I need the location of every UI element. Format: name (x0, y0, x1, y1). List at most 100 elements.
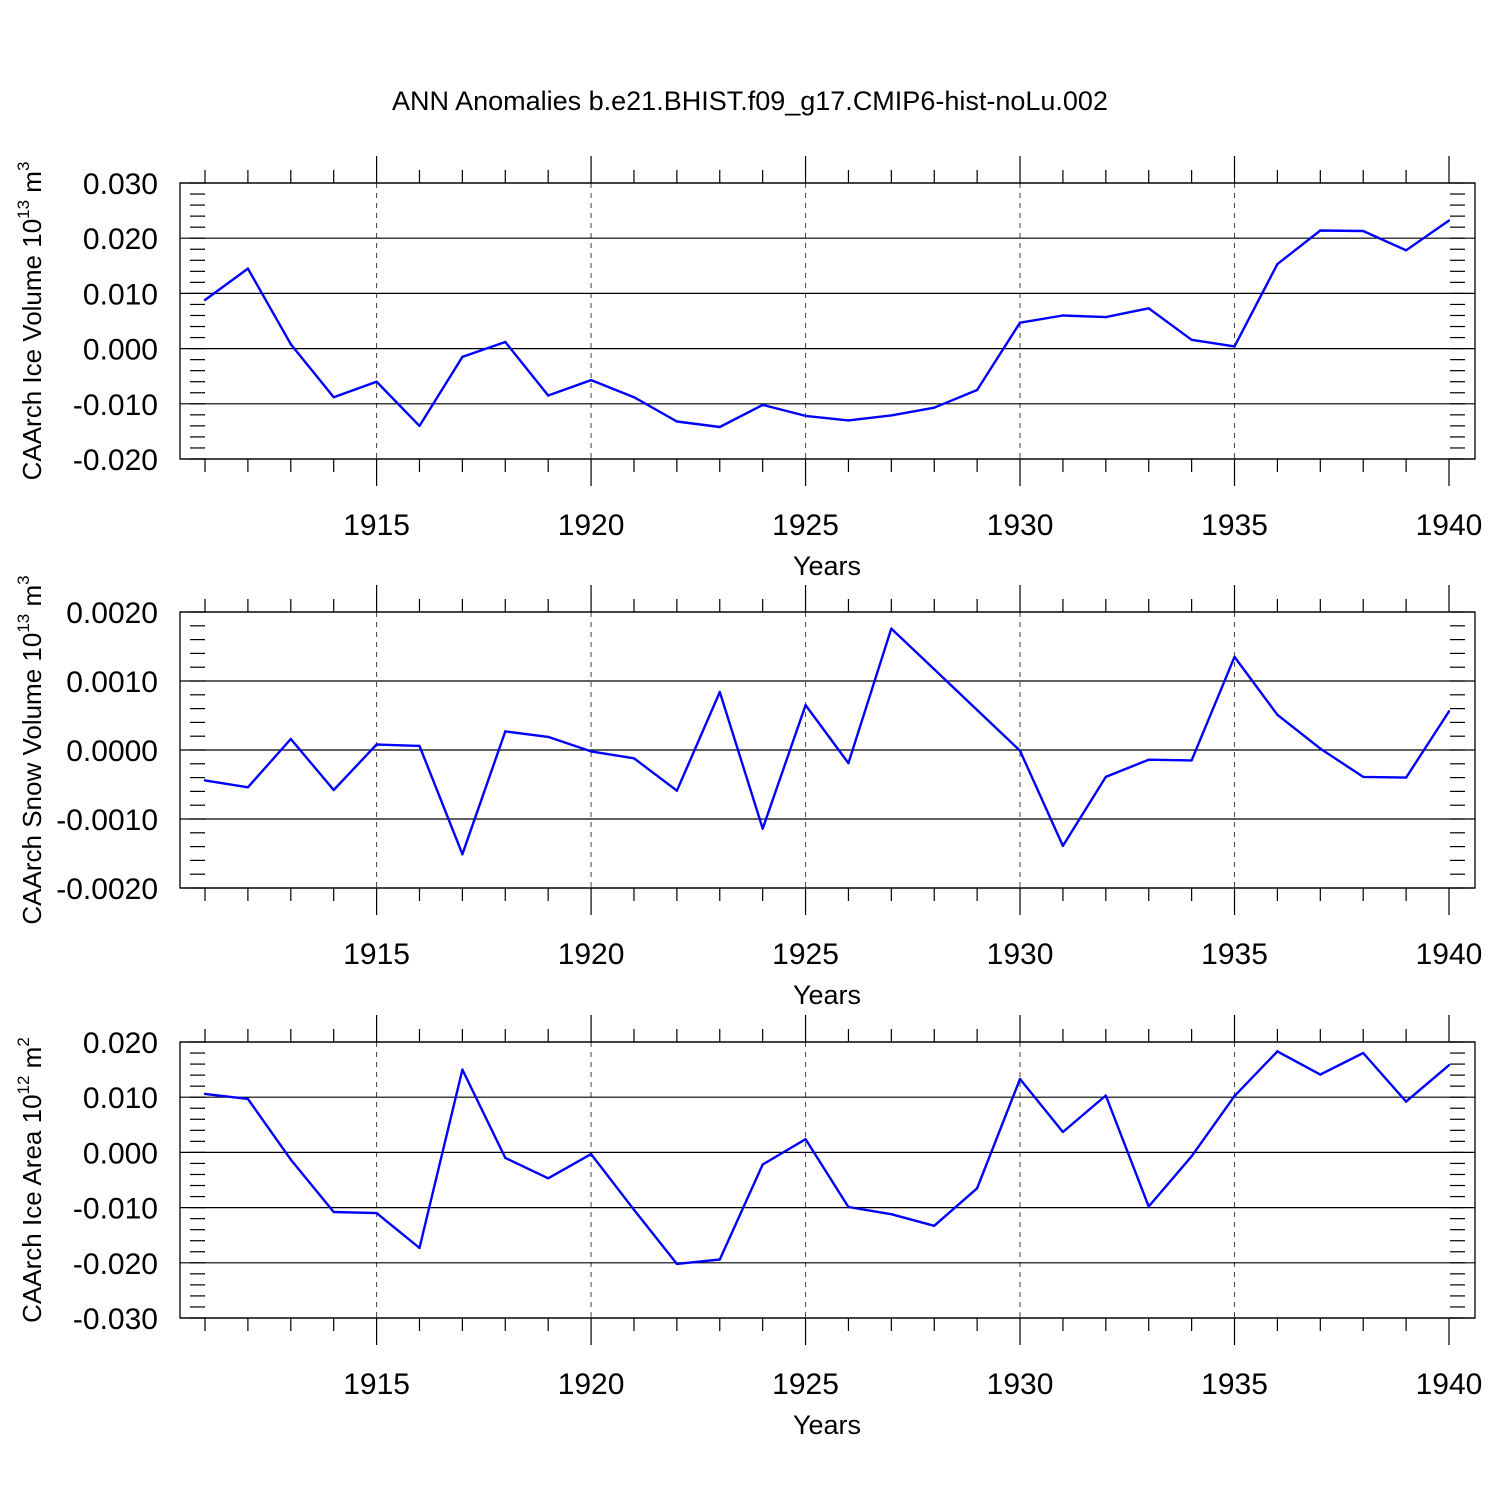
data-point (546, 735, 550, 739)
y-tick-label: 0.030 (83, 168, 158, 201)
data-point (804, 1137, 807, 1141)
series-line (204, 627, 1451, 856)
x-tick-label: 1915 (343, 509, 410, 542)
y-axis-label-exponent: 3 (14, 162, 33, 171)
data-point (246, 786, 250, 789)
data-point (375, 743, 378, 746)
y-axis-label: CAArch Ice Area 1012 m2 (14, 1037, 47, 1323)
data-point (1104, 315, 1108, 319)
data-point (1018, 749, 1022, 752)
y-tick-label: 0.020 (83, 1027, 158, 1060)
data-point (804, 703, 807, 707)
data-point (1190, 759, 1193, 762)
y-tick-label: 0.010 (83, 1082, 158, 1115)
data-point (504, 1156, 507, 1160)
data-point (933, 406, 936, 409)
data-point (332, 788, 335, 792)
data-point (504, 730, 507, 733)
y-axis-label: CAArch Snow Volume 1013 m3 (14, 575, 47, 924)
data-point (890, 627, 893, 630)
x-tick-label: 1930 (987, 509, 1054, 542)
data-point (1104, 1094, 1108, 1097)
data-point (418, 1246, 421, 1250)
x-tick-label: 1925 (772, 1368, 839, 1401)
data-point (589, 750, 593, 753)
x-tick-label: 1920 (558, 509, 625, 542)
panel-1: -0.020 -0.010 0.000 0.010 0.020 0.030 1915 1920… (14, 156, 1482, 581)
data-point (1319, 1073, 1322, 1076)
x-tick-label: 1940 (1416, 509, 1483, 542)
data-point (933, 1224, 936, 1228)
x-axis-label: Years (793, 551, 861, 581)
y-tick-label: -0.030 (73, 1303, 158, 1336)
y-axis-label-text: CAArch Ice Area 10 (17, 1094, 47, 1322)
data-point (675, 420, 679, 423)
data-point (1319, 229, 1322, 232)
data-point (675, 1262, 679, 1266)
y-tick-label: 0.010 (83, 278, 158, 311)
data-point (847, 1205, 850, 1209)
x-tick-label: 1915 (343, 938, 410, 971)
data-point (632, 1208, 636, 1212)
data-point (1147, 1205, 1150, 1208)
data-point (718, 690, 721, 694)
data-point (203, 298, 207, 302)
data-point (1276, 713, 1279, 717)
data-point (1233, 655, 1236, 659)
data-point (546, 1177, 550, 1180)
chart-title: ANN Anomalies b.e21.BHIST.f09_g17.CMIP6-… (392, 86, 1108, 116)
data-point (975, 1187, 979, 1190)
y-tick-label: 0.000 (83, 334, 158, 367)
data-point (375, 1211, 378, 1215)
data-point (1319, 747, 1322, 750)
y-axis-label-text: m (17, 585, 47, 614)
y-axis-label-text: CAArch Ice Volume 10 (17, 219, 47, 481)
data-point (1018, 321, 1022, 324)
data-point (1233, 1094, 1236, 1098)
y-tick-label: 0.0020 (66, 597, 158, 630)
panel-2: -0.0020 -0.0010 0.0000 0.0010 0.0020 1915 1920… (14, 575, 1482, 1010)
x-tick-label: 1920 (558, 938, 625, 971)
data-point (289, 737, 292, 741)
y-tick-label: 0.020 (83, 223, 158, 256)
data-point (375, 380, 378, 383)
x-tick-label: 1925 (772, 509, 839, 542)
x-tick-label: 1940 (1416, 1368, 1483, 1401)
data-point (246, 267, 250, 270)
data-point (1276, 262, 1279, 266)
data-point (589, 1152, 593, 1156)
y-tick-label: -0.020 (73, 444, 158, 477)
x-tick-label: 1925 (772, 938, 839, 971)
data-point (504, 340, 507, 344)
data-point (1061, 844, 1065, 848)
data-point (1447, 1063, 1451, 1067)
data-point (1018, 1077, 1022, 1081)
data-point (418, 744, 421, 748)
data-point (289, 342, 292, 346)
y-axis-label-exponent: 12 (14, 1076, 33, 1095)
data-point (1404, 249, 1408, 252)
data-point (890, 1213, 893, 1216)
data-point (1404, 776, 1408, 779)
data-point (975, 708, 979, 712)
data-point (203, 1092, 207, 1096)
data-point (804, 414, 807, 418)
panel-3: -0.030 -0.020 -0.010 0.000 0.010 0.020 1915 192… (14, 1015, 1482, 1440)
data-point (461, 852, 464, 856)
x-axis-label: Years (793, 1410, 861, 1440)
data-point (1061, 1130, 1065, 1134)
data-point (718, 425, 721, 429)
y-tick-label: -0.020 (73, 1248, 158, 1281)
data-point (1147, 307, 1150, 310)
data-point (1447, 219, 1451, 222)
y-tick-label: -0.010 (73, 389, 158, 422)
data-point (761, 827, 764, 830)
x-tick-label: 1930 (987, 1368, 1054, 1401)
data-point (1362, 229, 1365, 233)
y-axis-label-text: CAArch Snow Volume 10 (17, 633, 47, 925)
data-point (289, 1158, 292, 1161)
y-tick-label: 0.0010 (66, 666, 158, 699)
x-tick-label: 1935 (1201, 938, 1268, 971)
y-axis-label-exponent: 2 (14, 1037, 33, 1046)
